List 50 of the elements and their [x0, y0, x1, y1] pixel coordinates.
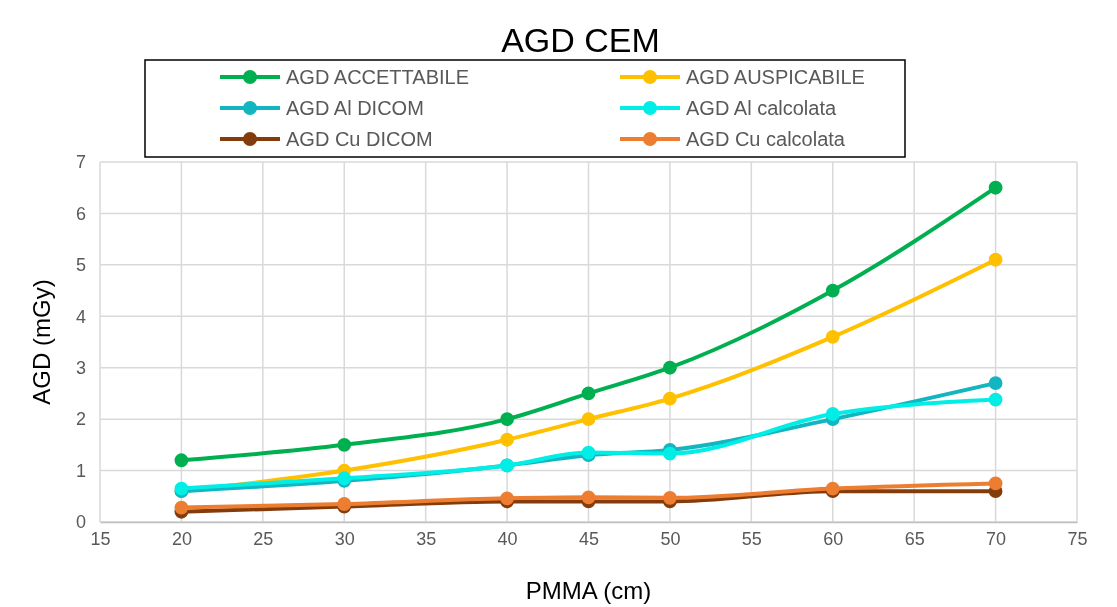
- point: [581, 386, 596, 401]
- chart-title: AGD CEM: [501, 21, 660, 59]
- x-axis-title: PMMA (cm): [525, 577, 652, 604]
- point: [174, 453, 189, 468]
- x-tick-label: 55: [741, 528, 762, 549]
- legend-label: AGD Cu DICOM: [286, 128, 433, 150]
- y-tick-label: 1: [75, 460, 86, 481]
- point: [581, 412, 596, 427]
- point: [663, 360, 677, 375]
- legend-label: AGD Cu calcolata: [686, 128, 846, 150]
- point: [988, 476, 1003, 491]
- x-tick-label: 35: [416, 528, 437, 549]
- point: [988, 252, 1003, 267]
- point: [988, 376, 1003, 391]
- legend-label: AGD Al DICOM: [286, 97, 424, 119]
- x-tick-label: 30: [334, 528, 355, 549]
- legend-label: AGD ACCETTABILE: [286, 66, 470, 88]
- point: [825, 329, 840, 344]
- point: [663, 391, 677, 406]
- x-tick-label: 65: [904, 528, 925, 549]
- point: [337, 437, 352, 452]
- point: [663, 446, 677, 461]
- x-tick-label: 75: [1067, 528, 1088, 549]
- x-tick-label: 20: [171, 528, 192, 549]
- y-tick-label: 0: [75, 512, 86, 533]
- y-tick-label: 3: [75, 357, 86, 378]
- legend-label: AGD AUSPICABILE: [686, 66, 865, 88]
- point: [581, 490, 596, 505]
- x-tick-label: 70: [986, 528, 1007, 549]
- point: [663, 490, 677, 505]
- x-tick-label: 15: [90, 528, 111, 549]
- y-tick-label: 4: [75, 306, 86, 327]
- x-tick-label: 45: [578, 528, 600, 549]
- y-axis-title: AGD (mGy): [28, 279, 55, 405]
- legend-label: AGD Al calcolata: [686, 97, 837, 119]
- x-tick-label: 40: [497, 528, 518, 549]
- point: [500, 412, 514, 427]
- point: [988, 180, 1003, 195]
- y-tick-label: 6: [75, 203, 86, 224]
- x-tick-label: 25: [253, 528, 274, 549]
- point: [825, 283, 840, 298]
- point: [988, 392, 1003, 407]
- point: [500, 432, 514, 447]
- y-tick-label: 5: [75, 255, 86, 276]
- y-tick-label: 7: [75, 152, 86, 173]
- x-tick-label: 50: [660, 528, 681, 549]
- x-tick-label: 60: [823, 528, 844, 549]
- y-tick-label: 2: [75, 409, 86, 430]
- point: [174, 500, 189, 515]
- point: [825, 407, 840, 421]
